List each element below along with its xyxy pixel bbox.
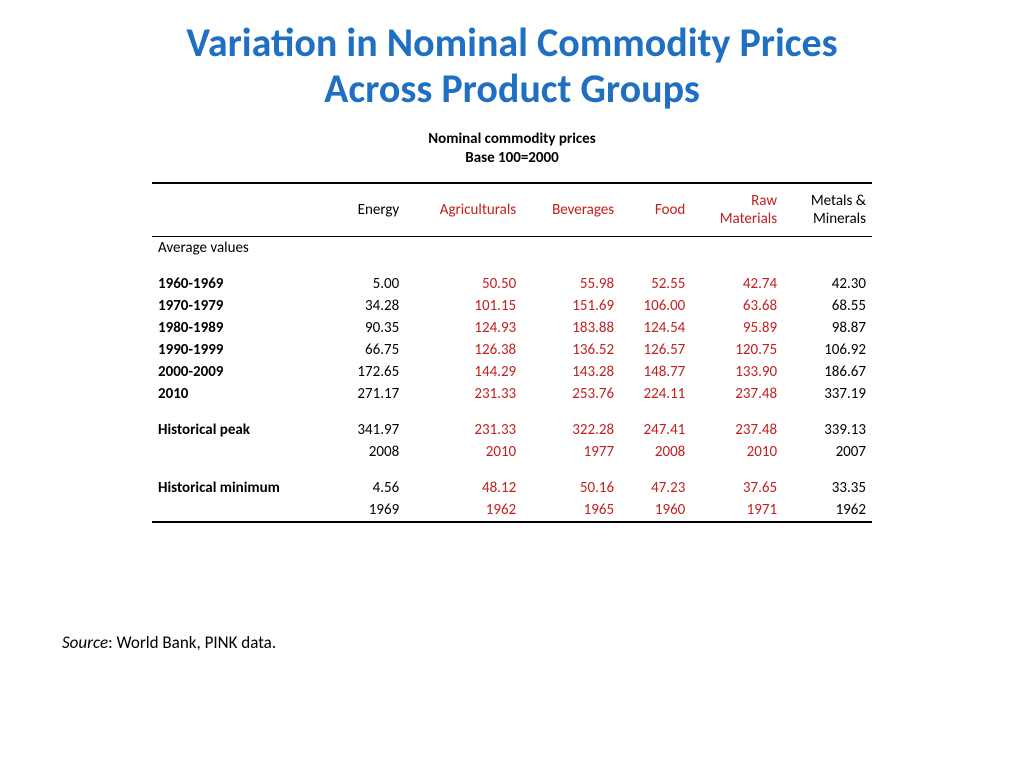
table-row: 1980-1989 90.35 124.93 183.88 124.54 95.… (152, 317, 872, 339)
historical-min-years: 1969 1962 1965 1960 1971 1962 (152, 499, 872, 522)
table-row: 2010 271.17 231.33 253.76 224.11 237.48 … (152, 383, 872, 405)
subtitle-line1: Nominal commodity prices (428, 130, 595, 148)
table-row: 2000-2009 172.65 144.29 143.28 148.77 13… (152, 361, 872, 383)
commodity-table: Energy Agriculturals Beverages Food RawM… (152, 182, 872, 523)
col-energy: Energy (334, 183, 405, 237)
section-average-values: Average values (152, 236, 872, 259)
historical-min-row: Historical minimum 4.56 48.12 50.16 47.2… (152, 477, 872, 499)
table-subtitle: Nominal commodity prices Base 100=2000 (60, 130, 964, 168)
table-row: 1960-1969 5.00 50.50 55.98 52.55 42.74 4… (152, 273, 872, 295)
col-beverages: Beverages (522, 183, 620, 237)
historical-peak-years: 2008 2010 1977 2008 2010 2007 (152, 441, 872, 463)
col-metals: Metals &Minerals (783, 183, 872, 237)
slide-title: Variation in Nominal Commodity Prices Ac… (60, 20, 964, 112)
title-line2: Across Product Groups (324, 64, 700, 113)
col-agriculturals: Agriculturals (405, 183, 522, 237)
source-text: : World Bank, PINK data. (108, 632, 276, 653)
table-row: 1990-1999 66.75 126.38 136.52 126.57 120… (152, 339, 872, 361)
col-raw-materials: RawMaterials (691, 183, 783, 237)
header-row: Energy Agriculturals Beverages Food RawM… (152, 183, 872, 237)
source-label: Source (62, 632, 108, 653)
subtitle-line2: Base 100=2000 (465, 149, 558, 167)
title-line1: Variation in Nominal Commodity Prices (186, 18, 837, 67)
historical-peak-row: Historical peak 341.97 231.33 322.28 247… (152, 419, 872, 441)
source-citation: Source: World Bank, PINK data. (62, 632, 276, 653)
table-row: 1970-1979 34.28 101.15 151.69 106.00 63.… (152, 295, 872, 317)
col-food: Food (620, 183, 691, 237)
